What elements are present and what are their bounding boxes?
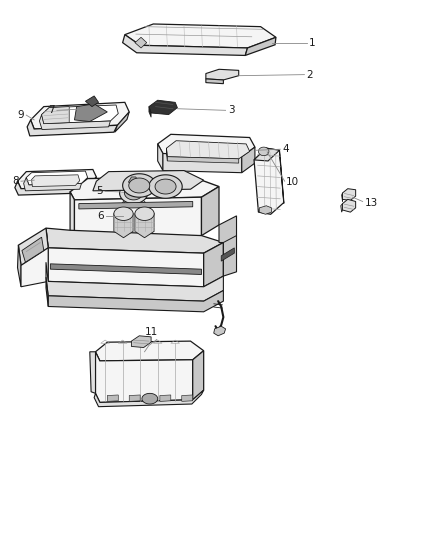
Polygon shape — [48, 248, 204, 287]
Polygon shape — [48, 290, 223, 312]
Polygon shape — [70, 177, 219, 200]
Polygon shape — [70, 192, 74, 237]
Text: 2: 2 — [307, 70, 313, 79]
Polygon shape — [114, 201, 133, 238]
Text: 6: 6 — [97, 212, 104, 221]
Polygon shape — [107, 395, 118, 401]
Polygon shape — [206, 79, 223, 84]
Polygon shape — [124, 186, 143, 200]
Polygon shape — [27, 120, 117, 136]
Polygon shape — [31, 102, 129, 129]
Polygon shape — [254, 148, 279, 161]
Polygon shape — [120, 182, 148, 204]
Polygon shape — [18, 245, 21, 287]
Polygon shape — [258, 147, 269, 156]
Polygon shape — [46, 228, 223, 253]
Polygon shape — [206, 69, 239, 80]
Polygon shape — [166, 141, 250, 159]
Polygon shape — [214, 326, 226, 336]
Polygon shape — [85, 96, 99, 107]
Polygon shape — [90, 352, 95, 393]
Polygon shape — [135, 201, 154, 238]
Polygon shape — [125, 24, 276, 48]
Text: 13: 13 — [364, 198, 378, 207]
Polygon shape — [32, 175, 80, 187]
Polygon shape — [254, 148, 284, 214]
Text: 8: 8 — [12, 176, 19, 186]
Polygon shape — [114, 207, 133, 221]
Polygon shape — [86, 177, 96, 193]
Polygon shape — [193, 351, 204, 400]
Polygon shape — [22, 237, 44, 262]
Polygon shape — [21, 248, 48, 287]
Polygon shape — [74, 104, 107, 122]
Polygon shape — [128, 177, 139, 182]
Polygon shape — [343, 199, 356, 212]
Polygon shape — [123, 174, 156, 197]
Polygon shape — [342, 193, 343, 201]
Polygon shape — [135, 37, 147, 48]
Polygon shape — [149, 175, 182, 198]
Polygon shape — [204, 243, 223, 287]
Polygon shape — [158, 134, 255, 157]
Polygon shape — [129, 178, 150, 193]
Polygon shape — [155, 179, 176, 194]
Polygon shape — [166, 148, 167, 161]
Polygon shape — [50, 264, 201, 274]
Polygon shape — [94, 390, 204, 407]
Polygon shape — [259, 206, 272, 214]
Text: 7: 7 — [48, 106, 55, 115]
Text: 3: 3 — [228, 106, 234, 115]
Polygon shape — [149, 100, 177, 115]
Polygon shape — [18, 169, 96, 189]
Text: 4: 4 — [283, 144, 289, 154]
Polygon shape — [343, 189, 356, 200]
Polygon shape — [131, 336, 151, 348]
Polygon shape — [242, 147, 255, 173]
Polygon shape — [149, 107, 151, 117]
Polygon shape — [341, 204, 343, 212]
Polygon shape — [279, 150, 284, 204]
Polygon shape — [167, 157, 239, 163]
Polygon shape — [39, 115, 110, 130]
Text: 11: 11 — [145, 327, 158, 337]
Polygon shape — [129, 395, 140, 401]
Polygon shape — [160, 395, 171, 401]
Polygon shape — [123, 35, 247, 55]
Polygon shape — [142, 393, 158, 404]
Polygon shape — [135, 207, 154, 221]
Text: 5: 5 — [96, 187, 103, 196]
Polygon shape — [182, 395, 193, 401]
Polygon shape — [24, 177, 81, 191]
Polygon shape — [245, 37, 276, 55]
Text: 1: 1 — [309, 38, 315, 47]
Polygon shape — [18, 228, 48, 265]
Polygon shape — [158, 144, 163, 171]
Polygon shape — [46, 277, 48, 306]
Polygon shape — [42, 107, 69, 124]
Polygon shape — [79, 201, 193, 209]
Polygon shape — [201, 187, 219, 236]
Polygon shape — [95, 352, 193, 402]
Polygon shape — [163, 154, 242, 173]
Polygon shape — [46, 228, 48, 281]
Polygon shape — [46, 262, 223, 301]
Polygon shape — [115, 112, 129, 132]
Text: 10: 10 — [286, 177, 299, 187]
Polygon shape — [219, 216, 237, 276]
Text: 9: 9 — [18, 110, 24, 119]
Polygon shape — [26, 171, 88, 185]
Polygon shape — [221, 248, 234, 261]
Polygon shape — [93, 171, 204, 191]
Polygon shape — [42, 105, 118, 124]
Polygon shape — [95, 341, 204, 361]
Polygon shape — [74, 197, 201, 237]
Polygon shape — [15, 181, 88, 195]
